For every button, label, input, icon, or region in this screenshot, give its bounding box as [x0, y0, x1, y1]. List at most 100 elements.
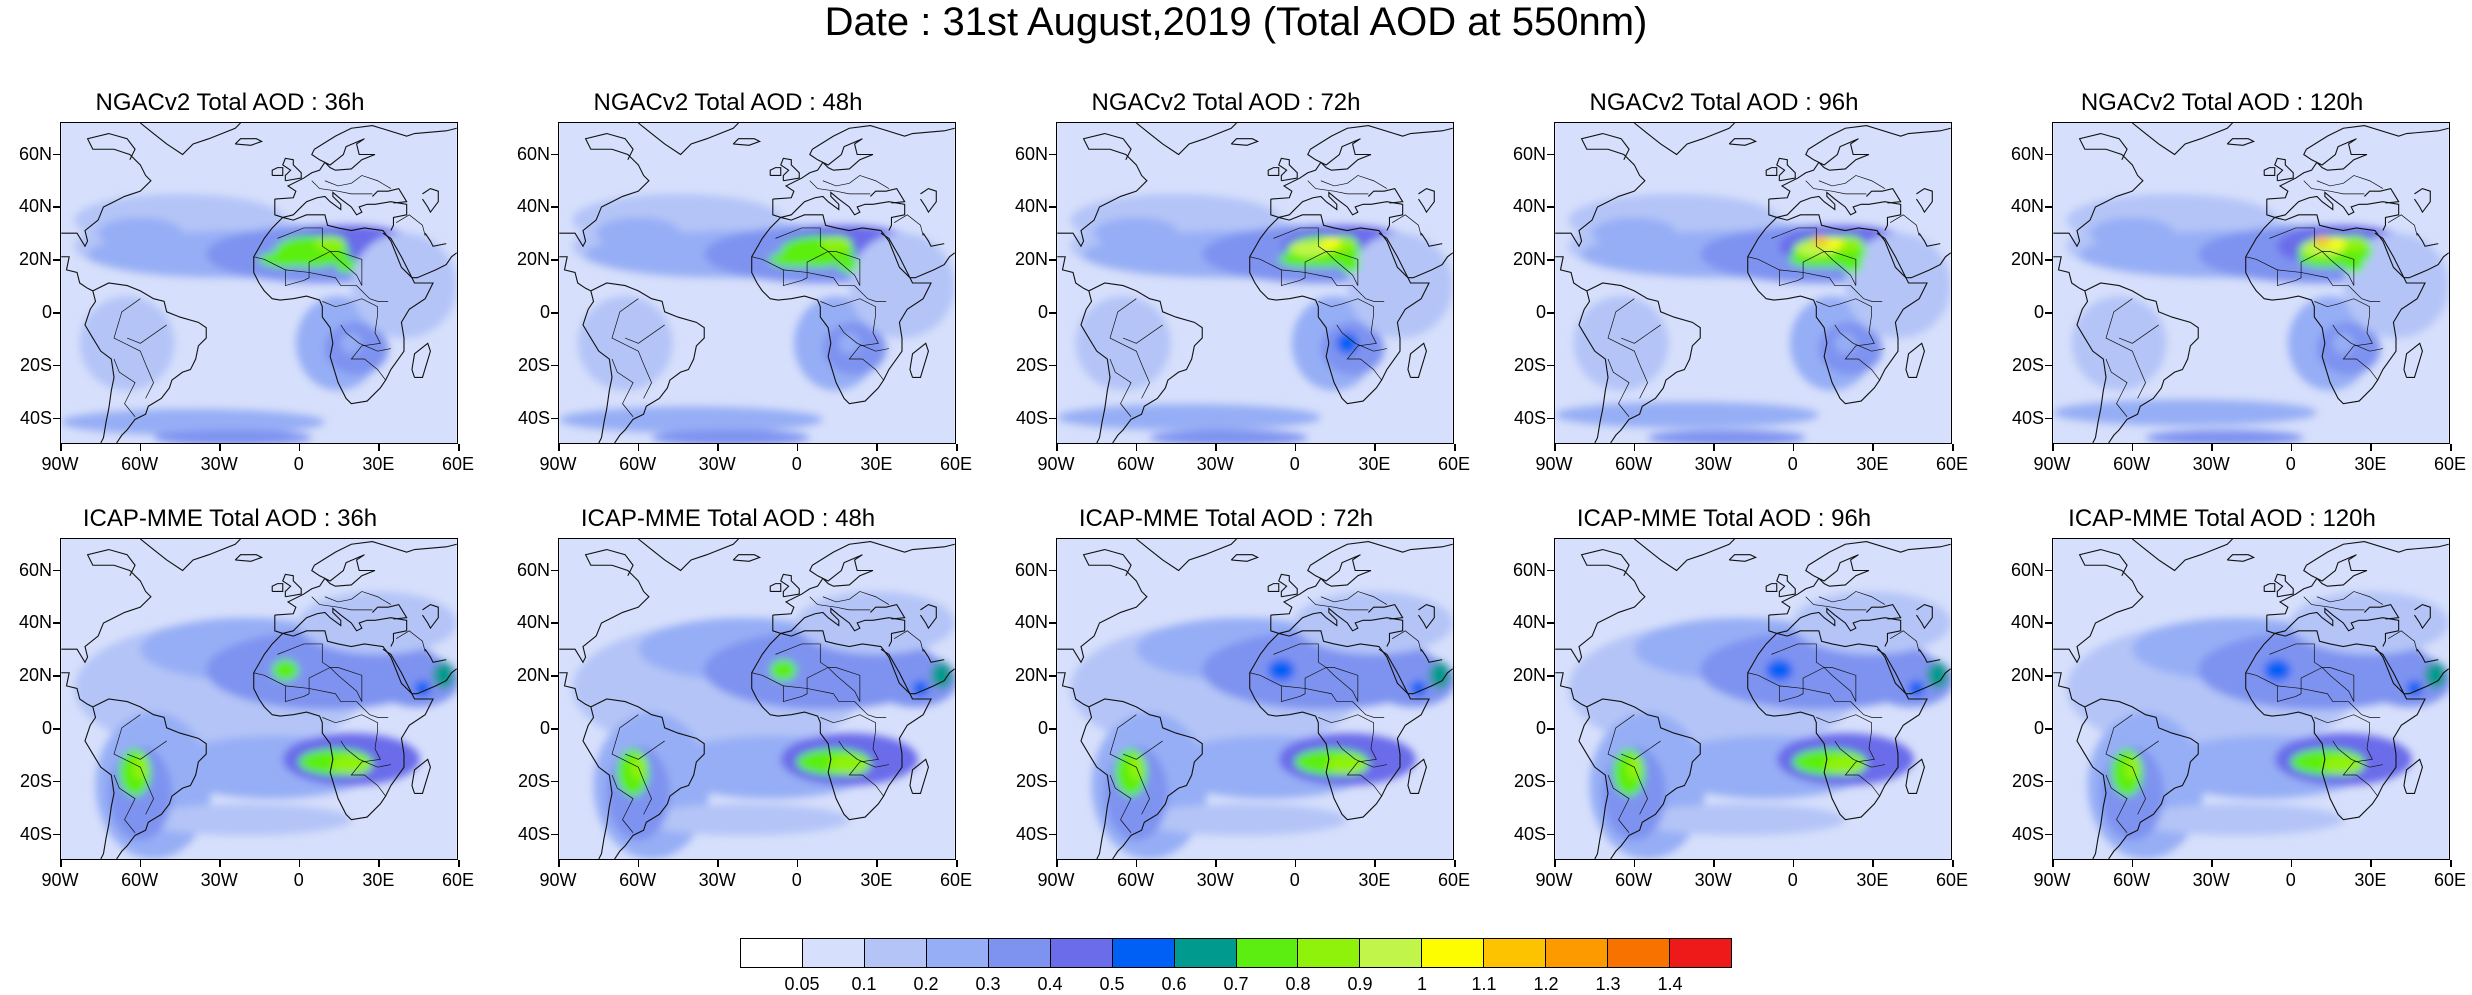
country-border [2277, 269, 2381, 302]
aod-region [1136, 803, 1348, 836]
aod-region [2425, 662, 2447, 689]
coastline [2053, 132, 2144, 248]
map-panel: NGACv2 Total AOD : 48h 60N 40N 20N 0 20S 40S 90… [498, 88, 972, 508]
map-panel: NGACv2 Total AOD : 96h 60N 40N 20N 0 20S 40S 90… [1494, 88, 1968, 508]
country-border [322, 714, 386, 797]
country-border [838, 324, 889, 352]
country-border [1273, 643, 1359, 702]
country-border [113, 714, 154, 815]
country-border [751, 251, 861, 287]
country-border [1620, 324, 1661, 344]
coastline [424, 648, 447, 663]
country-border [2245, 251, 2355, 287]
aod-region [2338, 235, 2370, 252]
coastline [2132, 539, 2233, 572]
country-border [126, 740, 167, 760]
lon-tick [219, 860, 221, 867]
country-border [2387, 630, 2418, 652]
country-border [2303, 180, 2365, 195]
panel-title: ICAP-MME Total AOD : 36h [82, 505, 378, 532]
aod-region [1429, 662, 1451, 689]
lat-tick [551, 675, 558, 677]
coastline [1776, 573, 1796, 598]
lat-tick [1049, 728, 1056, 730]
coastline [772, 607, 906, 647]
aod-region [559, 406, 823, 433]
lat-tick-label: 60N [516, 559, 550, 580]
panel-title: ICAP-MME Total AOD : 48h [580, 505, 876, 532]
country-border [340, 740, 391, 768]
country-border [2316, 175, 2384, 189]
coastline [234, 138, 264, 146]
coastline [1586, 282, 1701, 443]
coastline [274, 191, 408, 231]
country-border [2314, 714, 2378, 797]
lat-tick-label: 20S [19, 354, 52, 375]
lon-tick-label: 60E [441, 870, 475, 890]
coastline [1249, 214, 1430, 405]
lat-tick-label: 0 [1037, 302, 1048, 323]
coastline [920, 603, 937, 630]
lon-tick [298, 444, 301, 451]
coastline [253, 214, 434, 405]
lat-tick-label: 20S [1015, 770, 1048, 791]
lon-tick [1792, 860, 1795, 867]
country-border [2303, 596, 2365, 611]
map-panel: ICAP-MME Total AOD : 96h 60N 40N 20N 0 20S 40S… [1494, 504, 1968, 924]
country-border [395, 630, 426, 652]
country-border [1607, 298, 1648, 399]
lat-tick-label: 40S [1015, 823, 1048, 844]
country-border [1320, 175, 1388, 189]
lat-tick-label: 20S [517, 770, 550, 791]
lat-tick-label: 20N [2010, 249, 2044, 270]
lon-tick [2450, 860, 2452, 867]
country-border [611, 714, 652, 815]
colorbar-box [1608, 939, 1671, 967]
country-border [2245, 667, 2355, 703]
country-border [809, 180, 871, 195]
lon-tick [1713, 860, 1715, 867]
lat-tick-label: 40S [517, 823, 550, 844]
coastline [1267, 167, 1280, 177]
coastline [274, 607, 408, 647]
colorbar-label: 1.1 [1471, 974, 1497, 994]
aod-region [2071, 296, 2167, 391]
coastline [1378, 648, 1453, 695]
coastline [780, 573, 800, 598]
lat-tick-label: 40N [1512, 196, 1546, 217]
colorbar-label: 1.2 [1533, 974, 1559, 994]
lon-tick-label: 60E [2433, 870, 2467, 890]
map-panel: NGACv2 Total AOD : 36h 60N 40N 20N 0 20S 40S 90… [0, 88, 474, 508]
coastline [140, 123, 241, 156]
coastline [769, 167, 782, 177]
aod-region [140, 803, 352, 836]
lat-tick-label: 0 [41, 302, 52, 323]
lat-tick [1049, 153, 1056, 156]
coastline [2084, 698, 2199, 859]
lat-tick [1547, 569, 1554, 572]
lon-tick [1215, 444, 1217, 451]
country-border [1771, 227, 1857, 286]
lon-tick [1792, 444, 1795, 451]
map-frame [1554, 538, 1952, 860]
lat-tick-label: 20S [1015, 354, 1048, 375]
lat-tick [1547, 780, 1554, 783]
lon-tick-label: 90W [1037, 454, 1075, 474]
coastline [271, 583, 284, 593]
lat-tick-label: 40S [19, 407, 52, 428]
lat-tick [1049, 569, 1056, 572]
coastline [1747, 214, 1928, 405]
lon-tick-label: 90W [1535, 870, 1573, 890]
country-border [1834, 324, 1885, 352]
lat-tick [551, 833, 558, 836]
country-border [809, 596, 871, 611]
aod-region [2132, 803, 2344, 836]
lat-tick [1547, 728, 1554, 730]
lon-tick-label: 60E [939, 454, 973, 474]
figure-title: Date : 31st August,2019 (Total AOD at 55… [824, 0, 1648, 44]
country-border [126, 324, 167, 344]
coastline [422, 603, 439, 630]
lon-tick-label: 0 [791, 454, 802, 474]
colorbar-label: 0.4 [1037, 974, 1063, 994]
lon-tick-label: 60W [619, 870, 657, 890]
